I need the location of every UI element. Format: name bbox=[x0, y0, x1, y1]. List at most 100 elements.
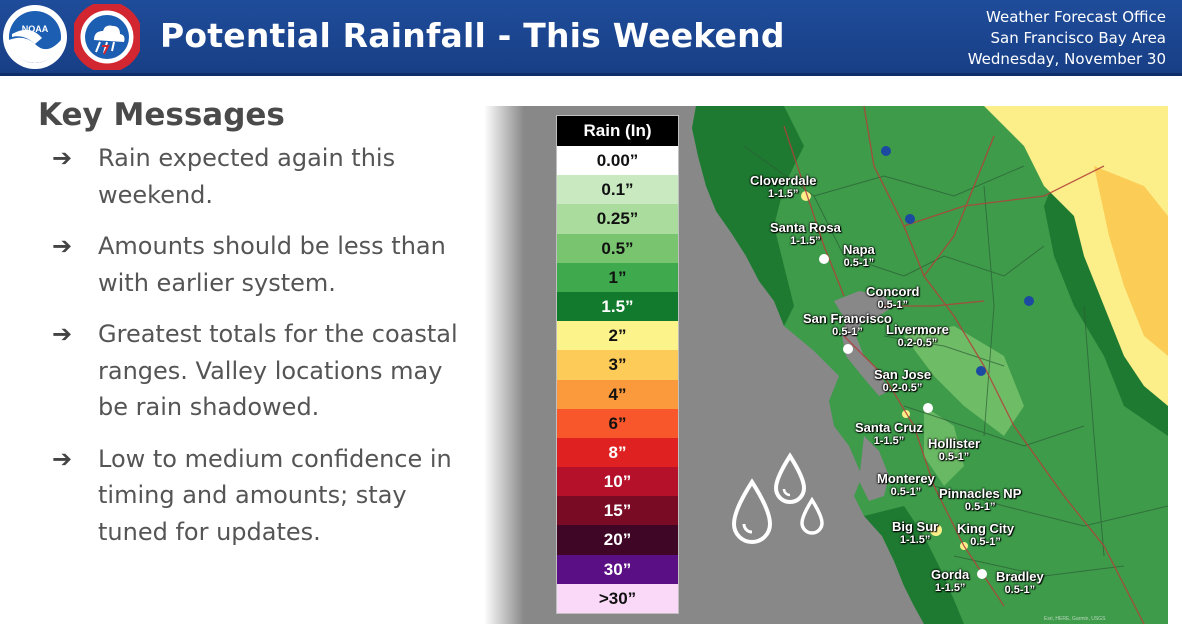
legend-item: 30” bbox=[557, 554, 678, 584]
sf-bay bbox=[834, 291, 894, 396]
highways bbox=[783, 106, 1145, 624]
city-amount: 1-1.5” bbox=[934, 582, 966, 594]
sierra-orange bbox=[1094, 166, 1168, 356]
city-amount: 0.5-1” bbox=[970, 536, 1001, 548]
legend-item: 0.5” bbox=[557, 233, 678, 263]
city-label-san-francisco: San Francisco 0.5-1” bbox=[803, 311, 892, 339]
highway-shield bbox=[977, 569, 987, 579]
issue-date: Wednesday, November 30 bbox=[967, 50, 1166, 68]
city-label-pinnacles-np: Pinnacles NP 0.5-1” bbox=[939, 486, 1022, 514]
city-amount: 0.5-1” bbox=[832, 326, 863, 338]
map-attribution: Esri, HERE, Garmin, USGS bbox=[1044, 616, 1106, 622]
city-name: Santa Rosa bbox=[770, 220, 841, 235]
legend-item: 20” bbox=[557, 525, 678, 555]
key-message: ➔ Low to medium confidence in timing and… bbox=[52, 441, 472, 551]
city-label-livermore: Livermore 0.2-0.5” bbox=[886, 322, 949, 350]
highway-shield bbox=[843, 344, 853, 354]
arrow-right-icon: ➔ bbox=[52, 444, 73, 473]
city-label-king-city: King City 0.5-1” bbox=[957, 521, 1015, 549]
noaa-logo: NOAA bbox=[3, 5, 67, 69]
city-label-cloverdale: Cloverdale 1-1.5” bbox=[750, 173, 817, 201]
city-amount: 0.5-1” bbox=[843, 257, 875, 269]
city-label-santa-cruz: Santa Cruz 1-1.5” bbox=[855, 420, 923, 448]
highway-shield bbox=[905, 214, 915, 224]
legend-item: 8” bbox=[557, 437, 678, 468]
coastal-range-south bbox=[864, 506, 964, 624]
city-name: Pinnacles NP bbox=[939, 486, 1022, 501]
key-messages-title: Key Messages bbox=[38, 97, 285, 133]
legend-item: 10” bbox=[557, 467, 678, 497]
highway-shield bbox=[976, 366, 986, 376]
key-messages-list: ➔ Rain expected again this weekend. ➔ Am… bbox=[52, 140, 472, 565]
legend-item: 0.25” bbox=[557, 204, 678, 234]
legend-item: >30” bbox=[557, 583, 678, 613]
city-name: Monterey bbox=[877, 471, 935, 486]
city-label-gorda: Gorda 1-1.5” bbox=[931, 567, 970, 595]
city-amount: 1-1.5” bbox=[899, 534, 931, 546]
legend-title: Rain (In) bbox=[557, 116, 678, 146]
city-amount: 0.5-1” bbox=[890, 486, 922, 498]
highway-shield bbox=[1024, 296, 1034, 306]
city-amount: 1-1.5” bbox=[767, 188, 799, 200]
key-message: ➔ Rain expected again this weekend. bbox=[52, 140, 472, 213]
office-area: San Francisco Bay Area bbox=[990, 29, 1166, 47]
arrow-right-icon: ➔ bbox=[52, 320, 73, 348]
highway-shield bbox=[819, 254, 829, 264]
city-amount: 1-1.5” bbox=[873, 435, 905, 447]
city-amount: 0.5-1” bbox=[877, 299, 909, 311]
city-name: Livermore bbox=[886, 322, 949, 337]
arrow-right-icon: ➔ bbox=[52, 232, 73, 260]
highway-shield bbox=[923, 403, 933, 413]
legend-item: 0.1” bbox=[557, 175, 678, 205]
legend-item: 4” bbox=[557, 379, 678, 409]
city-name: King City bbox=[957, 521, 1015, 536]
legend-item: 6” bbox=[557, 408, 678, 438]
city-label-bradley: Bradley 0.5-1” bbox=[996, 569, 1044, 597]
city-name: Bradley bbox=[996, 569, 1044, 584]
key-message-text: Rain expected again this weekend. bbox=[98, 144, 396, 209]
city-name: Napa bbox=[843, 242, 875, 257]
city-name: Gorda bbox=[931, 567, 970, 582]
monterey-bay bbox=[859, 436, 889, 501]
wet-spot bbox=[930, 524, 942, 536]
legend-item: 1.5” bbox=[557, 291, 678, 322]
highway-shields bbox=[819, 146, 1034, 579]
legend-item: 2” bbox=[557, 321, 678, 351]
city-name: Cloverdale bbox=[750, 173, 817, 188]
city-label-concord: Concord 0.5-1” bbox=[866, 284, 920, 312]
city-label-napa: Napa 0.5-1” bbox=[843, 242, 875, 270]
office-info: Weather Forecast Office San Francisco Ba… bbox=[968, 7, 1166, 70]
city-label-hollister: Hollister 0.5-1” bbox=[928, 436, 981, 464]
map-edge-fade bbox=[484, 106, 524, 624]
city-amount: 0.5-1” bbox=[964, 501, 996, 513]
city-amount: 0.5-1” bbox=[1004, 584, 1036, 596]
city-label-big-sur: Big Sur 1-1.5” bbox=[892, 519, 939, 547]
key-message: ➔ Amounts should be less than with earli… bbox=[52, 228, 472, 301]
city-name: San Jose bbox=[874, 367, 932, 382]
rainfall-legend: Rain (In) 0.00” 0.1” 0.25” 0.5” 1” 1.5” 2” 3” 4”… bbox=[556, 115, 679, 614]
key-message-text: Low to medium confidence in timing and a… bbox=[98, 444, 452, 546]
city-label-monterey: Monterey 0.5-1” bbox=[877, 471, 935, 499]
city-name: San Francisco bbox=[803, 311, 892, 326]
legend-item: 1” bbox=[557, 262, 678, 292]
city-amount: 0.2-0.5” bbox=[882, 382, 923, 394]
office-name: Weather Forecast Office bbox=[986, 8, 1166, 26]
raindrops-icon bbox=[731, 452, 824, 544]
city-amount: 0.2-0.5” bbox=[897, 337, 938, 349]
city-name: Concord bbox=[866, 284, 920, 299]
highway-shield bbox=[881, 146, 891, 156]
valley-light bbox=[904, 326, 1024, 436]
svg-text:NOAA: NOAA bbox=[22, 24, 49, 34]
city-amount: 0.5-1” bbox=[938, 451, 970, 463]
city-amount: 1-1.5” bbox=[790, 235, 821, 247]
city-label-santa-rosa: Santa Rosa 1-1.5” bbox=[770, 220, 841, 248]
valley-light-2 bbox=[924, 406, 964, 486]
city-name: Hollister bbox=[928, 436, 981, 451]
coastal-range bbox=[692, 106, 804, 326]
legend-item: 3” bbox=[557, 350, 678, 380]
city-name: Big Sur bbox=[892, 519, 939, 534]
arrow-right-icon: ➔ bbox=[52, 144, 73, 172]
city-label-san-jose: San Jose 0.2-0.5” bbox=[874, 367, 932, 395]
legend-item: 0.00” bbox=[557, 146, 678, 176]
city-name: Santa Cruz bbox=[855, 420, 923, 435]
